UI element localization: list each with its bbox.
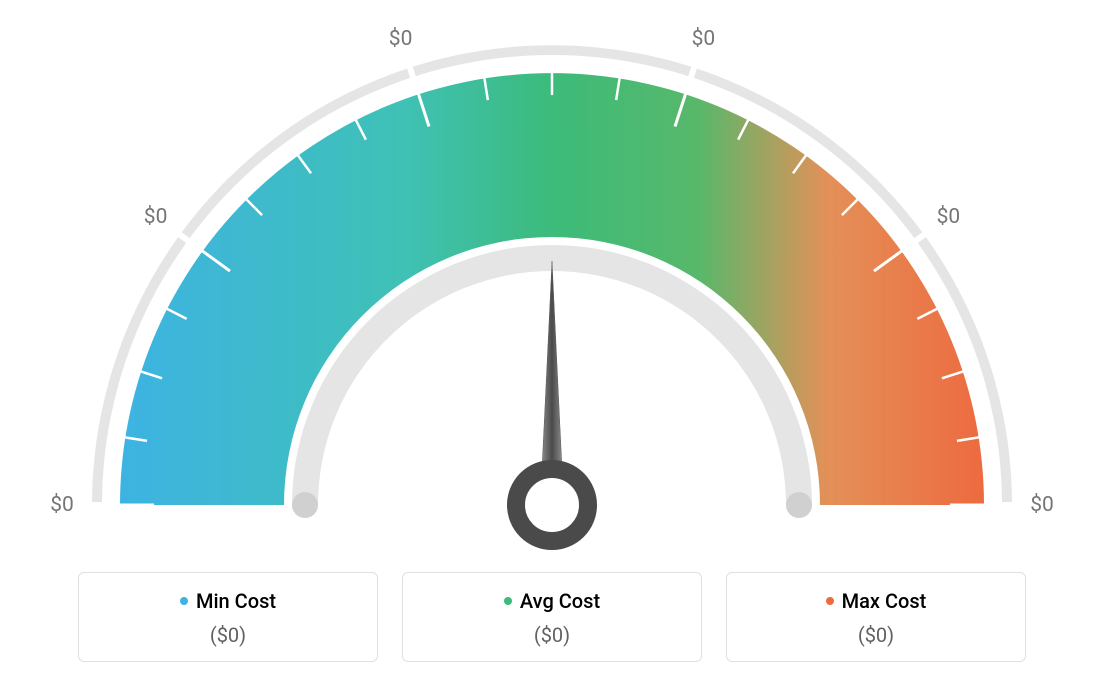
legend-title-max: Max Cost bbox=[826, 589, 927, 613]
legend-label-avg: Avg Cost bbox=[520, 589, 600, 613]
legend-dot-min bbox=[180, 597, 188, 605]
legend-value-max: ($0) bbox=[727, 623, 1025, 647]
legend-title-min: Min Cost bbox=[180, 589, 276, 613]
legend-card-avg: Avg Cost ($0) bbox=[402, 572, 702, 662]
legend-label-min: Min Cost bbox=[196, 589, 276, 613]
gauge-tick-label: $0 bbox=[692, 27, 716, 51]
gauge-tick-label: $0 bbox=[1030, 493, 1054, 517]
legend-dot-avg bbox=[504, 597, 512, 605]
gauge-svg bbox=[57, 10, 1047, 550]
gauge-tick-label: $0 bbox=[144, 205, 168, 229]
legend-title-avg: Avg Cost bbox=[504, 589, 600, 613]
legend-value-min: ($0) bbox=[79, 623, 377, 647]
legend-card-max: Max Cost ($0) bbox=[726, 572, 1026, 662]
legend-dot-max bbox=[826, 597, 834, 605]
gauge-tick-label: $0 bbox=[389, 27, 413, 51]
gauge-tick-label: $0 bbox=[50, 493, 74, 517]
legend-row: Min Cost ($0) Avg Cost ($0) Max Cost ($0… bbox=[78, 572, 1026, 662]
gauge-chart: $0$0$0$0$0$0 bbox=[57, 10, 1047, 550]
legend-label-max: Max Cost bbox=[842, 589, 927, 613]
legend-card-min: Min Cost ($0) bbox=[78, 572, 378, 662]
gauge-tick-label: $0 bbox=[937, 205, 961, 229]
legend-value-avg: ($0) bbox=[403, 623, 701, 647]
